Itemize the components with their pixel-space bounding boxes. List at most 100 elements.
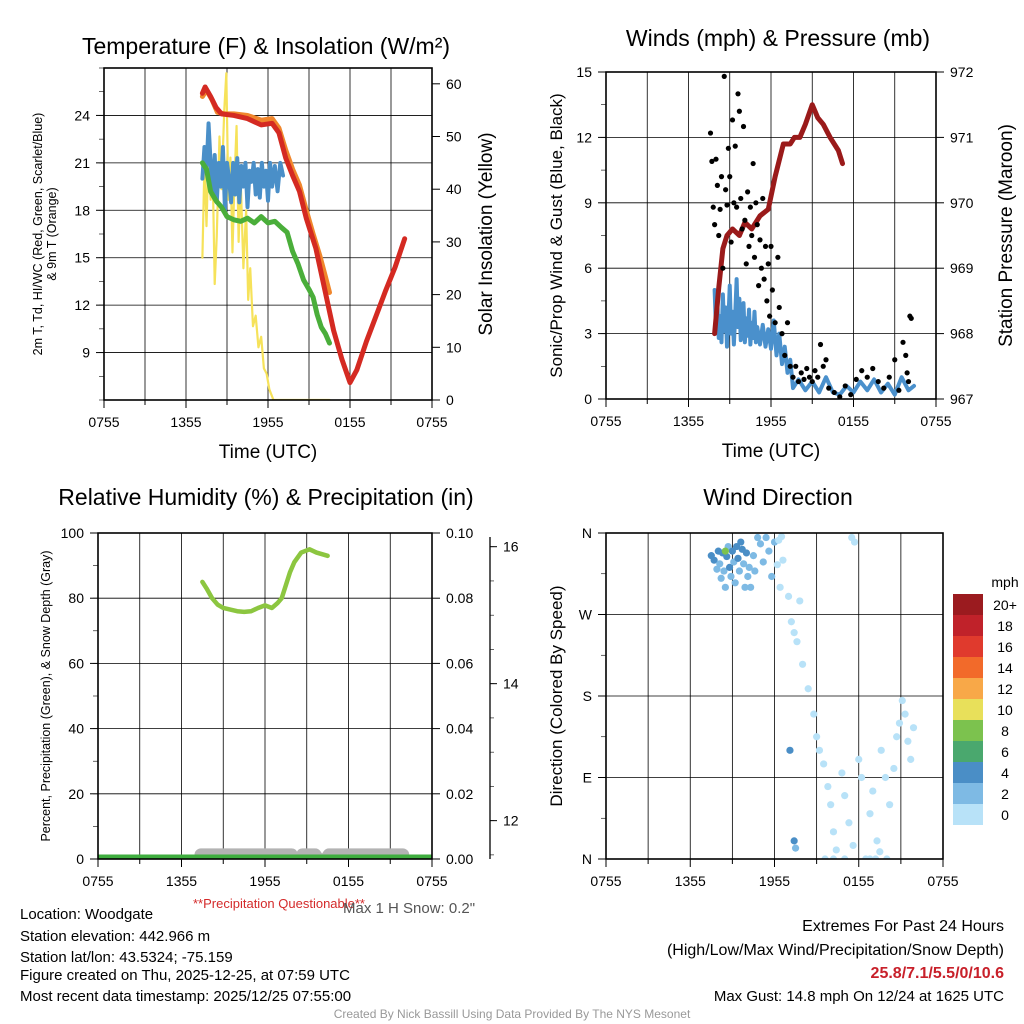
series-gust-point (712, 222, 718, 228)
series-gust-point (905, 378, 912, 385)
direction-point (747, 583, 755, 591)
series-gust-point (881, 385, 887, 391)
series-gust-point (870, 365, 876, 372)
series-gust-point (735, 91, 741, 97)
chart-title: Relative Humidity (%) & Precipitation (i… (58, 484, 473, 510)
x-tick-label: 1355 (673, 413, 704, 429)
y-axis-label: 2m T, Td, HI/WC (Red, Green, Scarlet/Blu… (31, 113, 45, 356)
direction-point (841, 855, 849, 859)
series-gust-point (754, 222, 760, 228)
direction-point (866, 810, 874, 818)
x-tick-label: 0755 (590, 413, 621, 429)
x-tick-label: 0155 (838, 413, 869, 429)
series-gust-point (820, 363, 826, 369)
chart-title: Winds (mph) & Pressure (mb) (626, 25, 930, 51)
snow-tick-label: 16 (503, 539, 519, 555)
series-gust-point (809, 378, 815, 385)
direction-point (759, 558, 767, 566)
series-dew-point-line (199, 160, 332, 346)
series-gust-point (745, 189, 751, 195)
legend-swatch (953, 615, 983, 636)
direction-point (745, 563, 753, 572)
direction-point (742, 549, 751, 557)
chart-dir: Wind Direction N E S W N 0755 1355 1955 0155 0755 D… (547, 484, 1019, 889)
direction-point (849, 841, 857, 850)
y-tick-label: 9 (584, 195, 592, 211)
direction-point (813, 733, 821, 741)
y-tick-label: 100 (61, 525, 85, 541)
direction-point (798, 660, 807, 668)
direction-point (768, 572, 776, 581)
x-tick-label: 1955 (755, 413, 786, 429)
direction-point (810, 710, 818, 718)
direction-point (909, 724, 918, 732)
series-gust-point (738, 195, 744, 202)
y2-axis-label: Solar Insolation (Yellow) (476, 132, 497, 335)
series-gust-point (765, 261, 771, 267)
direction-point (790, 629, 798, 637)
data-layer (707, 73, 916, 399)
y-tick-label: N (582, 851, 592, 867)
series-gust-point (793, 363, 799, 369)
recent-text: Most recent data timestamp: 2025/12/25 0… (20, 988, 352, 1005)
direction-point (725, 563, 734, 572)
y-axis-label: & 9m T (Orange) (45, 187, 59, 280)
series-gust-point (750, 160, 756, 167)
series-gust-point (826, 385, 832, 391)
chart-rh: Relative Humidity (%) & Precipitation (i… (39, 484, 519, 917)
x-tick-label: 1955 (249, 873, 280, 889)
y-tick-label: E (583, 770, 592, 786)
direction-point (850, 538, 859, 546)
x-tick-label: 0155 (333, 873, 364, 889)
series-gust-point (892, 357, 898, 363)
series-insolation-line (201, 72, 331, 400)
direction-point (790, 837, 798, 845)
legend-swatch (953, 636, 983, 657)
series-gust-point (709, 158, 715, 164)
series-gust-point (896, 387, 902, 393)
direction-point (827, 801, 835, 809)
direction-point (773, 561, 781, 569)
y2-tick-label: 0.02 (446, 786, 473, 802)
direction-point (873, 837, 881, 845)
direction-point (740, 560, 748, 568)
y-tick-label: 3 (584, 326, 592, 342)
series-gust-point (772, 320, 778, 326)
direction-point (820, 760, 828, 768)
legend-label: 8 (1001, 723, 1009, 739)
x-axis-label: Time (UTC) (219, 442, 318, 463)
direction-point (895, 719, 904, 727)
direction-point (723, 552, 731, 561)
direction-point (886, 801, 894, 809)
y2-tick-label: 972 (950, 64, 974, 80)
extremes-values: 25.8/7.1/5.5/0/10.6 (870, 965, 1004, 982)
series-gust-point (767, 313, 773, 319)
series-wind-line (712, 277, 916, 397)
series-gust-point (727, 174, 733, 180)
series-gust-point (717, 206, 723, 212)
direction-point (749, 552, 758, 560)
series-gust-point (798, 370, 804, 376)
direction-point (779, 556, 787, 564)
series-gust-point (804, 365, 810, 372)
x-tick-label: 1355 (170, 414, 201, 430)
y2-tick-label: 10 (446, 339, 462, 355)
series-gust-point (886, 374, 892, 380)
y-tick-label: 15 (74, 250, 90, 266)
direction-point (791, 844, 800, 852)
series-gust-point (713, 156, 719, 162)
series-gust-point (904, 370, 910, 376)
series-gust-point (864, 374, 870, 380)
series-gust-point (848, 392, 854, 398)
direction-point (741, 583, 749, 591)
legend-label: 12 (997, 681, 1013, 697)
series-gust-point (775, 254, 781, 260)
max-snow-note: Max 1 H Snow: 0.2" (343, 900, 475, 917)
y2-tick-label: 0.08 (446, 590, 473, 606)
legend-label: 4 (1001, 765, 1009, 781)
y2-tick-label: 30 (446, 234, 462, 250)
y-tick-label: 9 (82, 345, 90, 361)
y-tick-label: N (582, 525, 592, 541)
series-gust-point (729, 117, 736, 123)
direction-point (710, 556, 718, 564)
